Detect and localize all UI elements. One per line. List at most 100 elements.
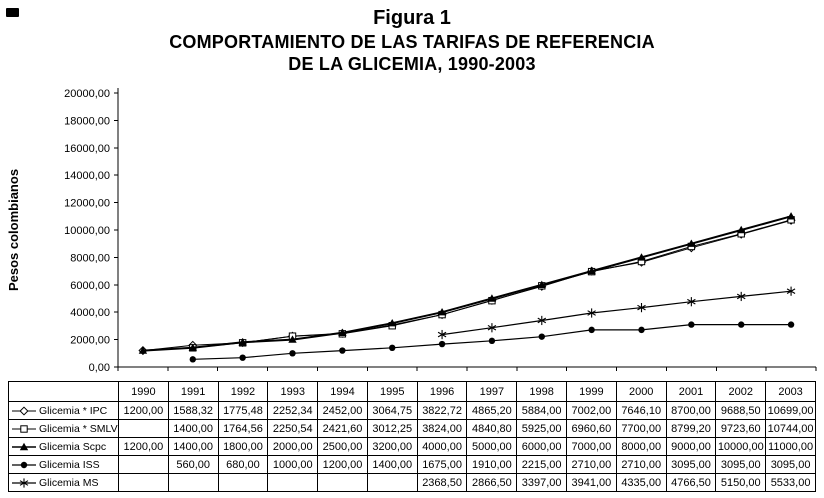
series-row-glicemia-ipc: Glicemia * IPC 1200,00 1588,32 1775,48 2252,… <box>8 401 816 420</box>
value-cell: 1675,00 <box>416 455 468 474</box>
year-cell: 1992 <box>217 381 269 402</box>
series-name: Glicemia MS <box>39 476 99 489</box>
year-cell: 1995 <box>366 381 418 402</box>
series-row-glicemia-smlv: Glicemia * SMLV 1400,00 1764,56 2250,54 2421… <box>8 419 816 438</box>
legend-cell: Glicemia ISS <box>8 455 119 474</box>
value-cell <box>118 473 169 492</box>
value-cell: 10000,00 <box>715 437 767 456</box>
value-cell: 9688,50 <box>715 401 767 420</box>
value-cell <box>267 473 319 492</box>
series-row-glicemia-iss: Glicemia ISS 560,00 680,00 1000,00 1200,00 14… <box>8 455 816 474</box>
year-cell: 1998 <box>516 381 568 402</box>
value-cell: 7002,00 <box>566 401 617 420</box>
y-tick-label: 18000,00 <box>64 115 110 127</box>
value-cell <box>366 473 418 492</box>
value-cell: 2421,60 <box>317 419 368 438</box>
value-cell <box>317 473 368 492</box>
value-cell: 1200,00 <box>118 437 169 456</box>
value-cell: 3824,00 <box>416 419 468 438</box>
series-name: Glicemia * IPC <box>39 404 108 417</box>
value-cell: 5925,00 <box>516 419 568 438</box>
value-cell: 11000,00 <box>765 437 816 456</box>
value-cell: 2252,34 <box>267 401 319 420</box>
year-cell: 1999 <box>566 381 617 402</box>
value-cell: 7700,00 <box>615 419 667 438</box>
value-cell: 10699,00 <box>765 401 816 420</box>
legend-key: Glicemia * IPC <box>11 405 117 417</box>
value-cell: 3397,00 <box>516 473 568 492</box>
year-cell: 2001 <box>665 381 717 402</box>
series-row-glicemia-ms: Glicemia MS 2368,50 2866,50 3397,00 3941,00 4… <box>8 473 816 492</box>
glicemia-scpc-marker-icon <box>12 442 36 450</box>
legend-cell: Glicemia MS <box>8 473 119 492</box>
year-cell: 1996 <box>416 381 468 402</box>
legend-key: Glicemia * SMLV <box>11 422 118 435</box>
value-cell: 8000,00 <box>615 437 667 456</box>
value-cell: 10744,00 <box>765 419 816 438</box>
value-cell: 2368,50 <box>416 473 468 492</box>
series-name: Glicemia * SMLV <box>39 422 118 435</box>
y-tick-label: 2000,00 <box>70 335 110 347</box>
series-name: Glicemia Scpc <box>39 440 107 453</box>
legend-cell: Glicemia * SMLV <box>8 419 119 438</box>
value-cell: 7000,00 <box>566 437 617 456</box>
value-cell: 8799,20 <box>665 419 717 438</box>
year-cell: 1993 <box>267 381 319 402</box>
legend-cell: Glicemia Scpc <box>8 437 119 456</box>
y-axis-title: Pesos colombianos <box>6 169 21 291</box>
y-tick-label: 10000,00 <box>64 225 110 237</box>
legend-key: Glicemia Scpc <box>11 441 117 453</box>
value-cell: 2000,00 <box>267 437 319 456</box>
value-cell: 1000,00 <box>267 455 319 474</box>
value-cell: 3941,00 <box>566 473 617 492</box>
value-cell: 3095,00 <box>665 455 717 474</box>
data-table-legend: 1990 1991 1992 1993 1994 1995 1996 1997 1998 1999… <box>8 381 816 492</box>
glicemia-ms-marker-icon <box>12 477 36 488</box>
series-glicemia-iss <box>189 321 795 363</box>
y-tick-label: 0,00 <box>89 362 110 374</box>
value-cell: 2710,00 <box>566 455 617 474</box>
value-cell: 3200,00 <box>366 437 418 456</box>
value-cell: 2866,50 <box>466 473 518 492</box>
value-cell: 1200,00 <box>118 401 169 420</box>
y-tick-label: 20000,00 <box>64 88 110 100</box>
value-cell: 5150,00 <box>715 473 767 492</box>
y-tick-label: 8000,00 <box>70 252 110 264</box>
legend-corner-cell <box>8 381 119 402</box>
y-tick-label: 4000,00 <box>70 307 110 319</box>
y-tick-label: 16000,00 <box>64 143 110 155</box>
glicemia-iss-marker-icon <box>12 461 36 468</box>
value-cell: 8700,00 <box>665 401 717 420</box>
y-tick-label: 6000,00 <box>70 280 110 292</box>
value-cell: 3095,00 <box>715 455 767 474</box>
value-cell: 2710,00 <box>615 455 667 474</box>
figure-title-line1: COMPORTAMIENTO DE LAS TARIFAS DE REFEREN… <box>169 32 655 52</box>
value-cell: 3064,75 <box>366 401 418 420</box>
scan-ink-mark <box>6 8 19 17</box>
figure-label: Figura 1 <box>373 7 451 29</box>
value-cell: 1400,00 <box>167 437 219 456</box>
value-cell: 1400,00 <box>167 419 219 438</box>
value-cell: 1775,48 <box>217 401 269 420</box>
value-cell: 3012,25 <box>366 419 418 438</box>
glicemia-ipc-marker-icon <box>12 405 36 416</box>
value-cell: 560,00 <box>167 455 219 474</box>
value-cell: 2250,54 <box>267 419 319 438</box>
value-cell: 4840,80 <box>466 419 518 438</box>
value-cell: 9000,00 <box>665 437 717 456</box>
value-cell: 6960,60 <box>566 419 617 438</box>
value-cell: 680,00 <box>217 455 269 474</box>
value-cell: 4766,50 <box>665 473 717 492</box>
value-cell: 2500,00 <box>317 437 368 456</box>
value-cell: 1910,00 <box>466 455 518 474</box>
year-cell: 1990 <box>118 381 169 402</box>
series-row-glicemia-scpc: Glicemia Scpc 1200,00 1400,00 1800,00 2000,0… <box>8 437 816 456</box>
series-name: Glicemia ISS <box>39 458 100 471</box>
value-cell: 4000,00 <box>416 437 468 456</box>
series-glicemia-scpc <box>138 212 796 354</box>
value-cell: 3095,00 <box>765 455 816 474</box>
value-cell: 9723,60 <box>715 419 767 438</box>
figure-title-line2: DE LA GLICEMIA, 1990-2003 <box>288 54 536 74</box>
value-cell: 2452,00 <box>317 401 368 420</box>
value-cell: 2215,00 <box>516 455 568 474</box>
